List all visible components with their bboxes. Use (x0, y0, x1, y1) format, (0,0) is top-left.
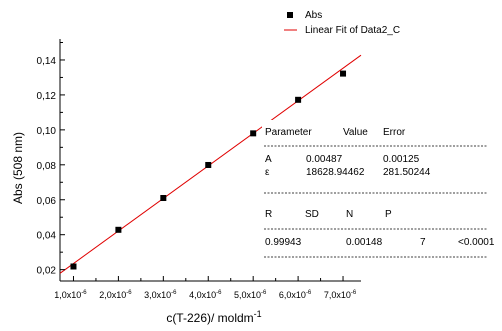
fit-stat-n: 7 (420, 237, 426, 248)
fit-stat-sd: 0.00148 (346, 237, 383, 248)
fit-param-a-value: 0.00487 (306, 154, 343, 165)
x-axis-label: c(T-226)/ moldm-1 (166, 309, 261, 325)
fit-param-eps-name: ε (265, 167, 270, 178)
fit-table-background (262, 120, 500, 258)
data-point (295, 96, 302, 103)
y-tick-label: 0,14 (37, 56, 57, 67)
fit-results-table: Parameter Value Error A 0.00487 0.00125 … (262, 120, 500, 258)
y-axis-label: Abs (508 nm) (11, 132, 25, 204)
legend: Abs Linear Fit of Data2_C (284, 10, 400, 36)
y-tick-label: 0,02 (37, 266, 57, 277)
x-tick-label: 1,0x10-6 (54, 290, 87, 300)
x-tick-label: 5,0x10-6 (234, 290, 267, 300)
data-point (205, 161, 212, 168)
legend-label-fit: Linear Fit of Data2_C (305, 25, 400, 36)
legend-label-abs: Abs (305, 10, 322, 21)
x-tick-label: 3,0x10-6 (144, 290, 177, 300)
x-axis-label-exp: -1 (254, 309, 262, 319)
fit-header-n: N (346, 209, 353, 220)
x-axis-label-text: c(T-226)/ moldm (166, 311, 253, 325)
fit-header-parameter: Parameter (265, 127, 312, 138)
x-tick-label: 4,0x10-6 (189, 290, 222, 300)
legend-marker-abs (287, 12, 293, 18)
fit-param-a-error: 0.00125 (383, 154, 420, 165)
fit-stat-r: 0.99943 (265, 237, 302, 248)
y-tick-label: 0,06 (37, 196, 57, 207)
data-point (160, 195, 167, 202)
y-axis-ticks: 0,02 0,04 0,06 0,08 0,10 0,12 0,14 (37, 41, 65, 277)
fit-header-r: R (265, 209, 272, 220)
fit-param-eps-error: 281.50244 (383, 167, 431, 178)
fit-header-sd: SD (305, 209, 319, 220)
data-points-layer (70, 70, 347, 270)
y-tick-label: 0,04 (37, 231, 57, 242)
fit-stat-p: <0.0001 (458, 237, 495, 248)
x-tick-label: 6,0x10-6 (279, 290, 312, 300)
y-tick-label: 0,10 (37, 126, 57, 137)
fit-param-eps-value: 18628.94462 (306, 167, 365, 178)
data-point (115, 226, 122, 233)
x-tick-label: 2,0x10-6 (99, 290, 132, 300)
data-point (250, 130, 257, 137)
plot-area (59, 39, 361, 282)
fit-header-value: Value (343, 127, 368, 138)
x-axis-ticks: 1,0x10-6 2,0x10-6 3,0x10-6 4,0x10-6 5,0x10-6… (54, 276, 357, 300)
y-tick-label: 0,12 (37, 91, 57, 102)
x-tick-label: 7,0x10-6 (324, 290, 357, 300)
fit-param-a-name: A (265, 154, 272, 165)
y-tick-label: 0,08 (37, 161, 57, 172)
fit-header-error: Error (383, 127, 406, 138)
data-point (70, 263, 77, 270)
fit-header-p: P (385, 209, 392, 220)
data-point (340, 70, 347, 77)
